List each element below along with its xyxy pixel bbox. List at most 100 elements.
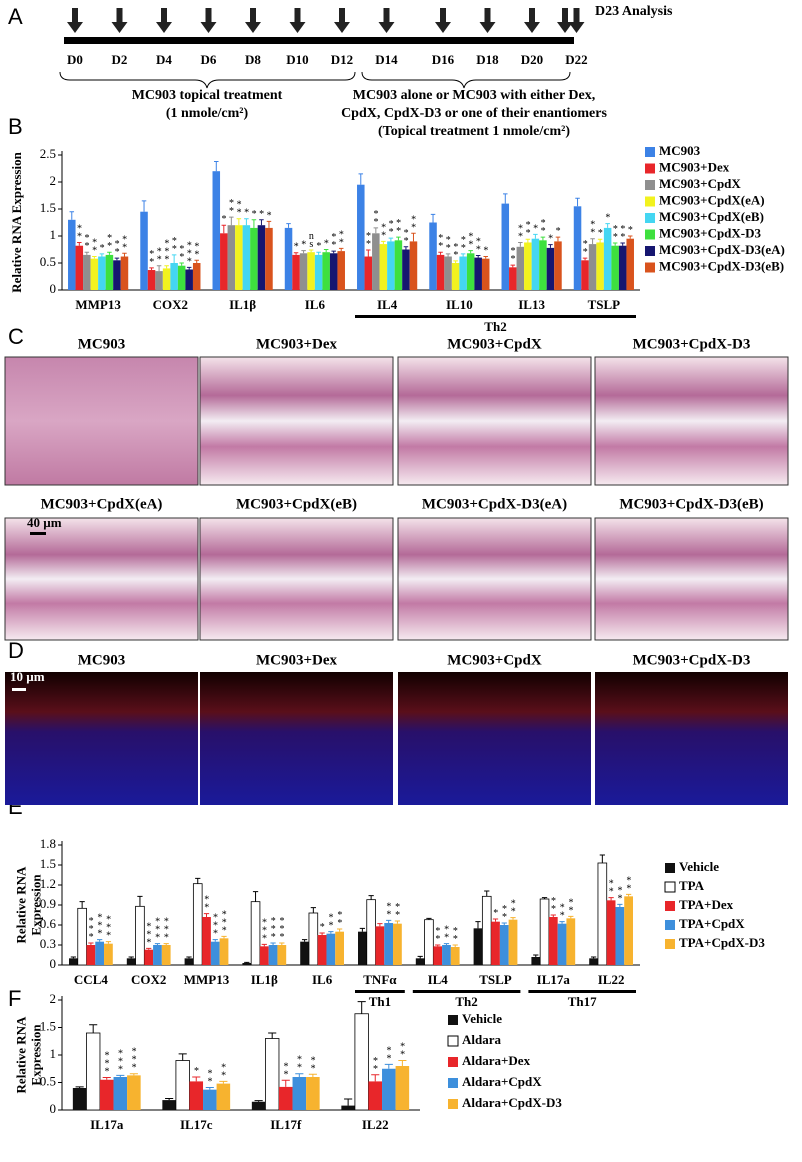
error-bar <box>221 224 227 234</box>
bar <box>459 256 467 290</box>
error-bar <box>331 250 336 254</box>
y-tick-label: 2 <box>50 173 57 188</box>
bar <box>624 896 633 965</box>
day-label: D20 <box>521 52 543 67</box>
significance-marker: *** <box>161 917 172 941</box>
bar <box>433 946 443 965</box>
error-bar <box>286 223 291 228</box>
image-title: MC903+CpdX-D3(eB) <box>619 496 763 512</box>
bar <box>113 1077 128 1110</box>
significance-marker: ** <box>508 899 519 915</box>
bar <box>277 945 287 965</box>
error-bar <box>620 242 625 246</box>
x-tick-label: IL17c <box>180 1117 213 1132</box>
error-bar <box>548 244 553 248</box>
bar <box>251 1101 266 1110</box>
error-bar <box>244 961 250 963</box>
fluorescence-image <box>595 672 788 805</box>
significance-marker: *** <box>161 239 172 263</box>
group-label: Th1 <box>369 994 391 1009</box>
y-tick-label: 1.2 <box>40 876 56 891</box>
bar <box>227 225 236 290</box>
significance-marker: ** <box>234 200 245 216</box>
legend-swatch <box>645 147 655 157</box>
error-bar <box>403 246 409 250</box>
significance-marker: * <box>219 214 230 222</box>
bar <box>516 246 525 290</box>
error-bar <box>533 233 538 239</box>
error-bar <box>236 218 242 226</box>
significance-marker: ** <box>580 239 591 255</box>
error-bar <box>582 257 588 261</box>
bar <box>265 1038 280 1111</box>
significance-marker: ** <box>610 224 621 240</box>
error-bar <box>107 251 112 255</box>
bar <box>606 900 616 965</box>
legend-swatch <box>645 196 655 207</box>
significance-marker: ** <box>146 249 157 265</box>
error-bar <box>221 935 227 939</box>
error-bar <box>426 917 432 920</box>
significance-marker: ** <box>443 235 454 251</box>
significance-marker: * <box>545 234 556 242</box>
bar <box>444 256 452 290</box>
error-bar <box>625 893 632 897</box>
bar <box>192 263 201 290</box>
error-bar <box>70 956 77 959</box>
significance-marker: ** <box>401 228 412 244</box>
day-label: D18 <box>476 52 499 67</box>
arrow-head <box>568 22 585 33</box>
error-bar <box>79 901 85 909</box>
bar <box>98 256 106 290</box>
significance-marker: ** <box>450 242 461 258</box>
error-bar <box>186 956 192 959</box>
group-line <box>355 990 405 993</box>
significance-marker: ** <box>441 925 452 941</box>
error-bar <box>359 927 366 932</box>
bar <box>203 1089 217 1110</box>
error-bar <box>92 256 97 259</box>
significance-marker: ** <box>617 224 628 240</box>
y-tick-label: 1 <box>50 1046 57 1061</box>
bar <box>104 943 113 965</box>
scale-label: 10 µm <box>10 669 45 684</box>
error-bar <box>310 907 316 913</box>
bar <box>501 203 510 290</box>
image-title: MC903+CpdX <box>447 336 542 352</box>
error-bar <box>205 1086 214 1090</box>
bar <box>402 249 410 290</box>
error-bar <box>605 223 610 228</box>
bar <box>69 958 78 965</box>
error-bar <box>244 218 249 226</box>
bar <box>317 935 327 965</box>
error-bar <box>171 254 177 263</box>
brace <box>59 71 356 89</box>
bar <box>250 227 258 290</box>
bar <box>466 253 475 290</box>
bar <box>596 242 604 290</box>
panel-letter: A <box>8 4 23 29</box>
error-bar <box>214 160 219 172</box>
legend-label: MC903+Dex <box>659 159 730 174</box>
significance-marker: ** <box>458 235 469 251</box>
bar <box>573 206 582 290</box>
bar <box>210 941 220 965</box>
bar <box>581 260 589 290</box>
bar <box>185 269 193 290</box>
error-bar <box>417 955 423 959</box>
legend-swatch <box>665 863 675 873</box>
bar <box>155 271 163 290</box>
significance-marker: ** <box>280 1061 291 1077</box>
histology-image <box>4 517 199 641</box>
significance-marker: ** <box>499 904 510 920</box>
significance-marker: *** <box>184 240 195 264</box>
x-tick-label: IL4 <box>428 972 449 987</box>
significance-marker: * <box>321 239 332 247</box>
x-tick-label: TNFα <box>363 972 397 987</box>
significance-marker: * <box>191 1066 202 1074</box>
arrow-head <box>524 22 540 33</box>
significance-marker: ** <box>623 875 634 891</box>
error-bar <box>301 250 306 254</box>
significance-marker: * <box>317 922 328 930</box>
